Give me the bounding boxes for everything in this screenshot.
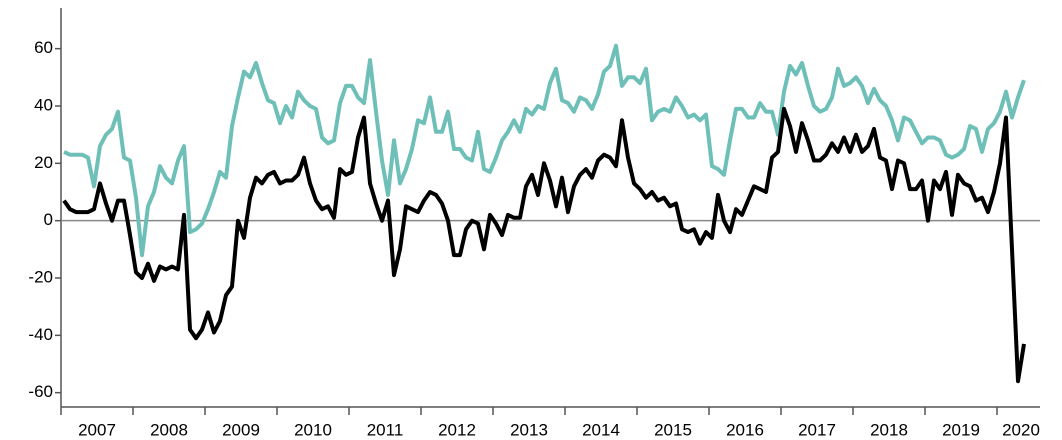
y-tick-label: -60 <box>28 382 53 401</box>
y-tick-label: -40 <box>28 325 53 344</box>
x-tick-label: 2019 <box>942 420 980 439</box>
x-tick-label: 2012 <box>438 420 476 439</box>
x-tick-label: 2009 <box>222 420 260 439</box>
y-tick-label: 0 <box>44 210 53 229</box>
y-tick-label: 20 <box>34 153 53 172</box>
x-tick-label: 2014 <box>582 420 620 439</box>
series-line <box>62 106 1026 384</box>
x-tick-label: 2010 <box>294 420 332 439</box>
x-tick-label: 2017 <box>798 420 836 439</box>
x-tick-label: 2013 <box>510 420 548 439</box>
x-tick-label: 2015 <box>654 420 692 439</box>
series-line <box>63 43 1026 258</box>
y-tick-label: 60 <box>34 38 53 57</box>
x-tick-label: 2016 <box>726 420 764 439</box>
x-tick-label: 2007 <box>78 420 116 439</box>
x-tick-label: 2018 <box>870 420 908 439</box>
y-tick-label: 40 <box>34 95 53 114</box>
x-tick-label: 2008 <box>150 420 188 439</box>
y-tick-label: -20 <box>28 267 53 286</box>
x-tick-label: 2020 <box>1002 420 1040 439</box>
x-tick-label: 2011 <box>367 420 404 439</box>
